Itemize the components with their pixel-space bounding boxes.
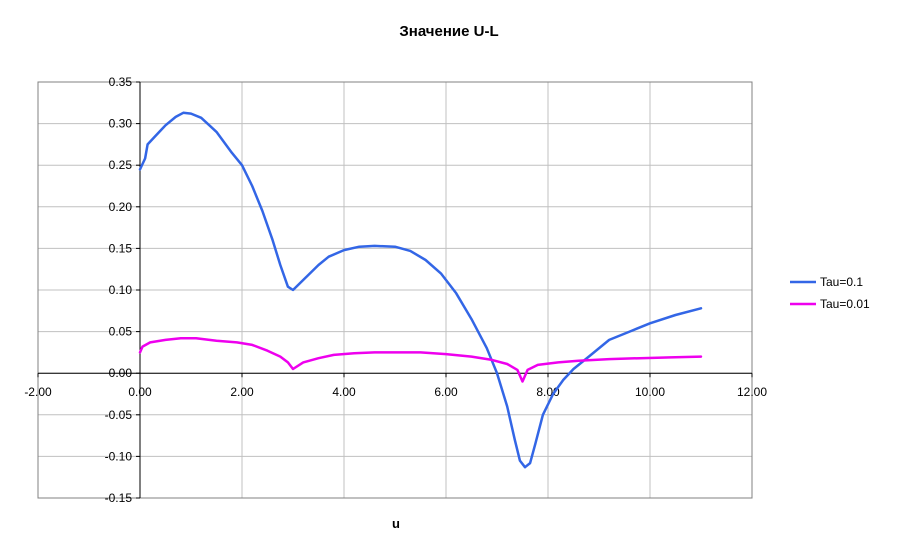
x-tick-label: 4.00: [332, 385, 356, 399]
series-lines: [138, 111, 703, 469]
y-tick-label: 0.00: [109, 366, 133, 380]
x-tick-label: 0.00: [128, 385, 152, 399]
y-tick-label: -0.15: [105, 491, 133, 505]
x-tick-label: 2.00: [230, 385, 254, 399]
x-axis-label: u: [392, 516, 400, 531]
x-tick-label: -2.00: [24, 385, 52, 399]
axes: [37, 81, 753, 499]
legend: Tau=0.1 Tau=0.01: [790, 275, 870, 311]
legend-label-1: Tau=0.1: [820, 275, 863, 289]
y-tick-label: 0.10: [109, 283, 133, 297]
y-tick-label: 0.15: [109, 241, 133, 255]
y-tick-label: 0.05: [109, 325, 133, 339]
legend-label-2: Tau=0.01: [820, 297, 870, 311]
y-tick-label: 0.30: [109, 117, 133, 131]
gridlines: [37, 81, 753, 499]
chart-title: Значение U-L: [399, 23, 498, 40]
x-tick-label: 10.00: [635, 385, 665, 399]
tick-labels: -2.00 0.00 2.00 4.00 6.00 8.00 10.00 12.00 0.35 0…: [24, 75, 767, 505]
y-tick-label: 0.20: [109, 200, 133, 214]
plot-area-border: [37, 81, 753, 499]
y-tick-label: -0.10: [105, 449, 133, 463]
y-tick-label: 0.25: [109, 158, 133, 172]
x-tick-label: 8.00: [536, 385, 560, 399]
series-line-1: [138, 111, 703, 469]
y-tick-label: 0.35: [109, 75, 133, 89]
x-tick-label: 6.00: [434, 385, 458, 399]
series-line-2: [138, 337, 703, 383]
y-tick-label: -0.05: [105, 408, 133, 422]
x-tick-label: 12.00: [737, 385, 767, 399]
